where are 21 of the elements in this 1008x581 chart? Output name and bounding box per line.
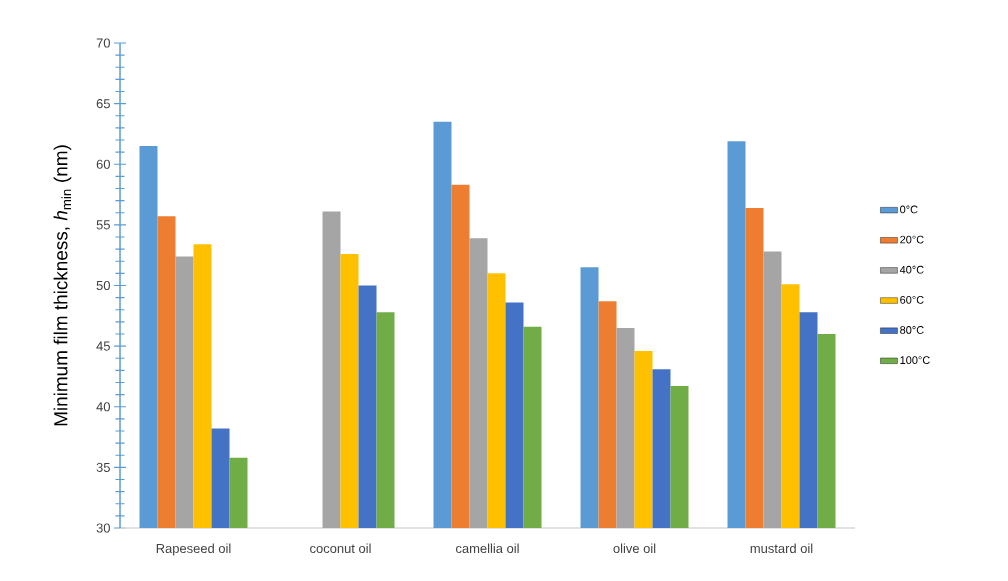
- x-tick-label: mustard oil: [750, 543, 813, 554]
- legend-label: 20°C: [900, 235, 924, 244]
- legend-label: 60°C: [900, 295, 924, 304]
- y-tick-label: 70: [96, 38, 110, 48]
- x-tick-label: olive oil: [613, 543, 656, 554]
- y-tick-label: 50: [96, 280, 110, 291]
- x-tick-label: coconut oil: [310, 543, 371, 554]
- y-tick-label: 65: [96, 99, 110, 109]
- legend-label: 80°C: [900, 326, 924, 334]
- x-tick-label: camellia oil: [456, 543, 519, 554]
- y-tick-label: 55: [96, 220, 110, 230]
- y-tick-label: 40: [96, 402, 110, 412]
- legend-label: 100°C: [900, 356, 930, 364]
- x-tick-label: Rapeseed oil: [156, 543, 231, 556]
- y-tick-label: 30: [96, 523, 110, 533]
- legend-label: 0°C: [900, 205, 918, 214]
- y-tick-label: 45: [96, 341, 110, 351]
- legend-label: 40°C: [899, 265, 924, 274]
- y-tick-label: 60: [96, 159, 110, 169]
- y-tick-label: 35: [96, 462, 110, 472]
- y-axis-title: Minimum film thickness, h$_{min}$ (nm): [53, 145, 72, 426]
